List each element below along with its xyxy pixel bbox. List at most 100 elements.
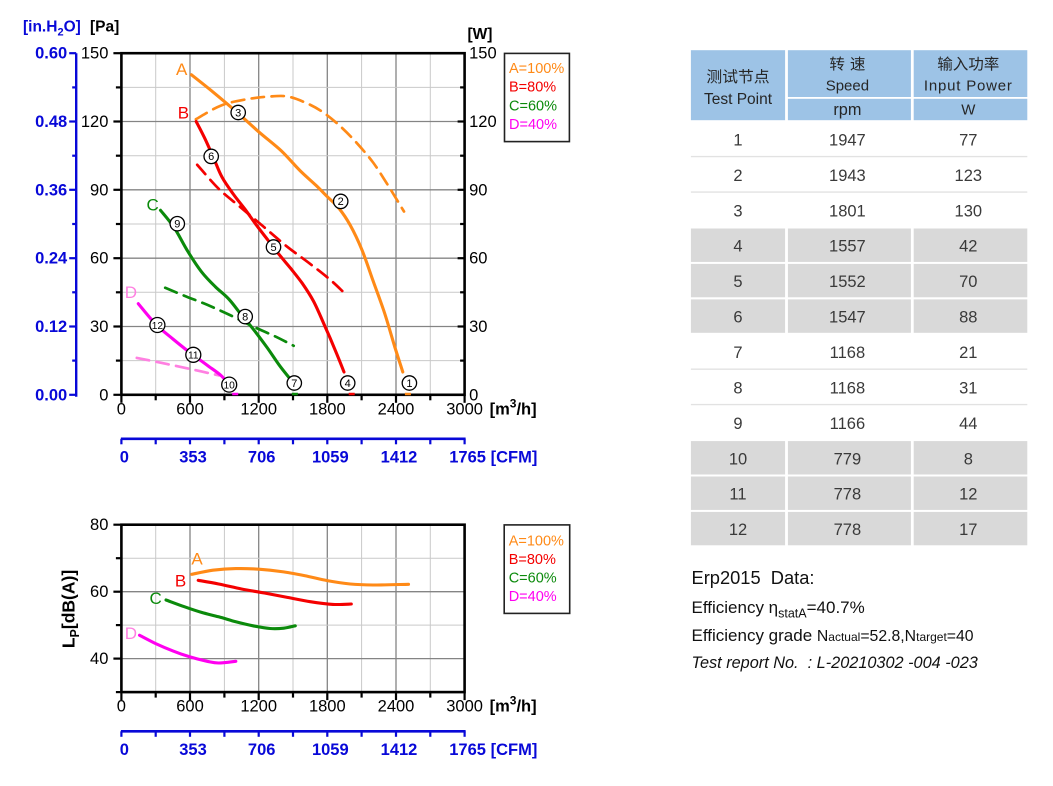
svg-text:1547: 1547 <box>829 309 866 327</box>
svg-text:11: 11 <box>729 486 746 504</box>
svg-text:[m3/h]: [m3/h] <box>490 694 537 716</box>
svg-text:7: 7 <box>291 378 297 390</box>
svg-text:2400: 2400 <box>378 698 415 716</box>
svg-text:120: 120 <box>81 113 109 131</box>
svg-text:1412: 1412 <box>381 741 418 759</box>
svg-text:10: 10 <box>224 380 236 391</box>
svg-text:31: 31 <box>959 379 977 397</box>
svg-text:11: 11 <box>188 351 199 362</box>
svg-text:C: C <box>147 196 159 215</box>
svg-text:A: A <box>191 550 203 569</box>
svg-text:0.60: 0.60 <box>35 45 67 63</box>
svg-text:123: 123 <box>955 167 983 185</box>
svg-text:9: 9 <box>174 219 180 231</box>
svg-text:rpm: rpm <box>833 101 861 119</box>
svg-text:B=80%: B=80% <box>509 80 556 96</box>
svg-text:150: 150 <box>469 45 497 63</box>
svg-text:[CFM]: [CFM] <box>491 741 538 759</box>
svg-text:B: B <box>175 572 186 591</box>
svg-text:4: 4 <box>733 238 742 256</box>
svg-text:42: 42 <box>959 238 977 256</box>
svg-text:90: 90 <box>469 181 487 199</box>
svg-text:2: 2 <box>338 196 344 208</box>
svg-text:1059: 1059 <box>312 741 349 759</box>
svg-text:1: 1 <box>406 378 412 390</box>
svg-text:353: 353 <box>179 741 207 759</box>
svg-text:3: 3 <box>733 202 742 220</box>
svg-text:D=40%: D=40% <box>509 589 557 605</box>
svg-text:1166: 1166 <box>830 415 865 433</box>
svg-text:6: 6 <box>208 151 214 163</box>
svg-text:0.36: 0.36 <box>35 181 67 199</box>
svg-text:1552: 1552 <box>829 273 866 291</box>
svg-text:12: 12 <box>959 486 977 504</box>
svg-text:Test report No. : L-20210302: Test report No. : L-20210302 -004 -023 <box>692 654 978 672</box>
svg-text:1059: 1059 <box>312 448 349 466</box>
svg-text:1168: 1168 <box>830 344 865 362</box>
svg-text:A: A <box>176 60 188 79</box>
svg-text:0.12: 0.12 <box>35 318 67 336</box>
svg-text:7: 7 <box>733 344 742 362</box>
svg-text:0.24: 0.24 <box>35 250 68 268</box>
svg-text:[in.H2O]: [in.H2O] <box>23 19 81 39</box>
svg-text:2400: 2400 <box>378 400 415 418</box>
svg-text:353: 353 <box>179 448 207 466</box>
svg-text:778: 778 <box>834 521 862 539</box>
svg-text:90: 90 <box>90 181 108 199</box>
svg-text:17: 17 <box>959 521 977 539</box>
svg-text:A=100%: A=100% <box>509 534 564 550</box>
svg-text:600: 600 <box>176 698 204 716</box>
svg-text:5: 5 <box>270 242 276 254</box>
svg-text:10: 10 <box>729 450 747 468</box>
svg-text:8: 8 <box>733 379 742 397</box>
svg-text:6: 6 <box>733 309 742 327</box>
svg-text:706: 706 <box>248 448 276 466</box>
svg-text:30: 30 <box>469 318 487 336</box>
svg-text:778: 778 <box>834 486 862 504</box>
svg-text:Speed: Speed <box>826 77 869 94</box>
svg-text:21: 21 <box>959 344 977 362</box>
svg-text:[Pa]: [Pa] <box>90 19 119 36</box>
svg-text:5: 5 <box>733 273 742 291</box>
svg-text:[m3/h]: [m3/h] <box>490 396 537 418</box>
svg-text:150: 150 <box>81 45 109 63</box>
svg-text:0: 0 <box>120 448 129 466</box>
svg-text:779: 779 <box>834 450 862 468</box>
svg-text:C=60%: C=60% <box>509 98 557 114</box>
svg-text:3000: 3000 <box>446 698 483 716</box>
svg-text:D: D <box>125 624 137 643</box>
svg-text:[W]: [W] <box>468 26 493 43</box>
svg-text:60: 60 <box>90 583 108 601</box>
svg-text:B: B <box>178 104 189 123</box>
svg-text:C: C <box>150 589 162 608</box>
svg-text:A=100%: A=100% <box>509 61 564 77</box>
svg-text:600: 600 <box>176 400 204 418</box>
svg-text:1800: 1800 <box>309 698 346 716</box>
svg-text:80: 80 <box>90 516 108 534</box>
svg-text:Efficiency grade Nactual=52.8,: Efficiency grade Nactual=52.8,Ntarget=40 <box>692 626 974 645</box>
svg-text:D=40%: D=40% <box>509 117 557 133</box>
svg-text:1168: 1168 <box>830 379 865 397</box>
svg-text:[CFM]: [CFM] <box>491 448 538 466</box>
svg-text:LP[dB(A)]: LP[dB(A)] <box>59 570 83 648</box>
svg-text:8: 8 <box>242 311 248 323</box>
svg-text:12: 12 <box>152 321 164 332</box>
svg-text:1200: 1200 <box>240 400 277 418</box>
svg-text:0.00: 0.00 <box>35 386 67 404</box>
svg-text:0: 0 <box>117 698 126 716</box>
svg-text:W: W <box>961 102 976 119</box>
svg-text:1200: 1200 <box>240 698 277 716</box>
svg-text:1557: 1557 <box>829 238 866 256</box>
svg-text:40: 40 <box>90 650 108 668</box>
svg-text:88: 88 <box>959 309 977 327</box>
svg-text:706: 706 <box>248 741 276 759</box>
svg-text:1947: 1947 <box>829 131 866 149</box>
svg-text:Test Point: Test Point <box>704 91 773 108</box>
svg-text:4: 4 <box>345 378 351 390</box>
svg-text:70: 70 <box>959 273 977 291</box>
svg-text:130: 130 <box>955 202 983 220</box>
svg-text:1412: 1412 <box>381 448 418 466</box>
svg-text:44: 44 <box>959 415 977 433</box>
svg-text:77: 77 <box>959 131 977 149</box>
svg-text:Erp2015 Data:: Erp2015 Data: <box>692 567 815 588</box>
